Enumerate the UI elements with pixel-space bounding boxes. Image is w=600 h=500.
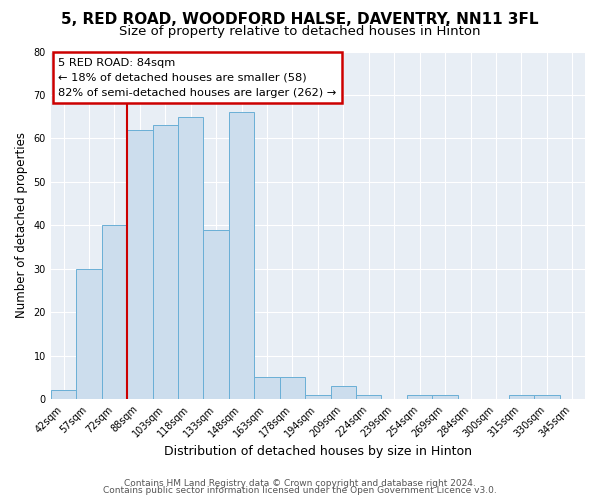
Text: 5, RED ROAD, WOODFORD HALSE, DAVENTRY, NN11 3FL: 5, RED ROAD, WOODFORD HALSE, DAVENTRY, N… bbox=[61, 12, 539, 28]
Bar bbox=[356, 395, 382, 399]
Bar bbox=[229, 112, 254, 399]
Text: Contains HM Land Registry data © Crown copyright and database right 2024.: Contains HM Land Registry data © Crown c… bbox=[124, 478, 476, 488]
Bar bbox=[305, 395, 331, 399]
Bar bbox=[254, 378, 280, 399]
Bar bbox=[51, 390, 76, 399]
Text: 5 RED ROAD: 84sqm
← 18% of detached houses are smaller (58)
82% of semi-detached: 5 RED ROAD: 84sqm ← 18% of detached hous… bbox=[58, 58, 337, 98]
Bar bbox=[178, 116, 203, 399]
Bar bbox=[280, 378, 305, 399]
Bar bbox=[407, 395, 433, 399]
Bar bbox=[127, 130, 152, 399]
Bar bbox=[76, 269, 101, 399]
Text: Size of property relative to detached houses in Hinton: Size of property relative to detached ho… bbox=[119, 25, 481, 38]
Bar bbox=[509, 395, 534, 399]
Bar bbox=[331, 386, 356, 399]
Text: Contains public sector information licensed under the Open Government Licence v3: Contains public sector information licen… bbox=[103, 486, 497, 495]
Y-axis label: Number of detached properties: Number of detached properties bbox=[15, 132, 28, 318]
Bar bbox=[101, 226, 127, 399]
Bar bbox=[534, 395, 560, 399]
Bar bbox=[152, 126, 178, 399]
Bar bbox=[433, 395, 458, 399]
Bar bbox=[203, 230, 229, 399]
X-axis label: Distribution of detached houses by size in Hinton: Distribution of detached houses by size … bbox=[164, 444, 472, 458]
